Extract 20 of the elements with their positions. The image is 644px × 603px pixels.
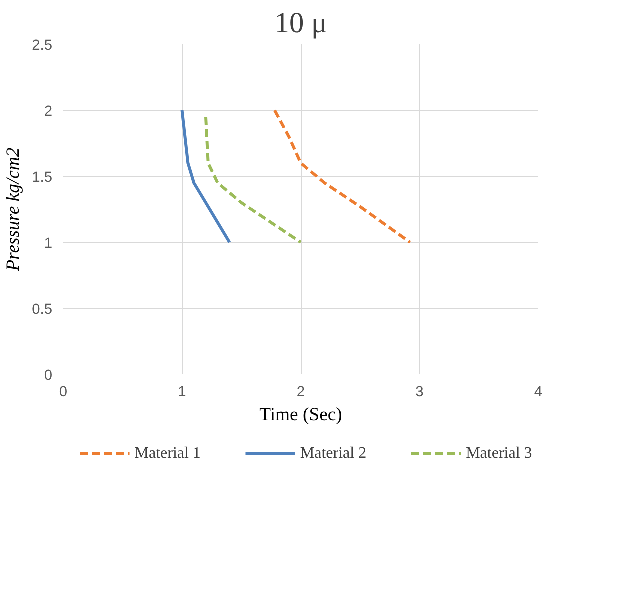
legend-label: Material 2 (300, 445, 367, 462)
line-series (180, 109, 232, 244)
y-tick-label: 2 (44, 104, 53, 120)
legend-label: Material 3 (466, 445, 532, 462)
x-tick-label: 1 (178, 384, 186, 400)
line-series (273, 109, 412, 244)
x-axis-title: Time (Sec) (260, 404, 342, 426)
legend-label: Material 1 (134, 445, 201, 462)
y-tick-label: 0.5 (32, 302, 52, 318)
y-tick-label: 2.5 (32, 38, 52, 54)
x-tick-label: 4 (534, 384, 543, 400)
y-tick-label: 1.5 (32, 170, 52, 186)
y-tick-label: 1 (44, 236, 53, 252)
line-series (204, 116, 302, 244)
x-tick-label: 2 (296, 384, 306, 400)
y-tick-label: 0 (44, 368, 53, 384)
x-tick-label: 3 (416, 384, 424, 400)
x-tick-label: 0 (59, 384, 68, 400)
chart-title: 10 μ (274, 8, 328, 40)
y-axis-title: Pressure kg/cm2 (3, 148, 24, 272)
